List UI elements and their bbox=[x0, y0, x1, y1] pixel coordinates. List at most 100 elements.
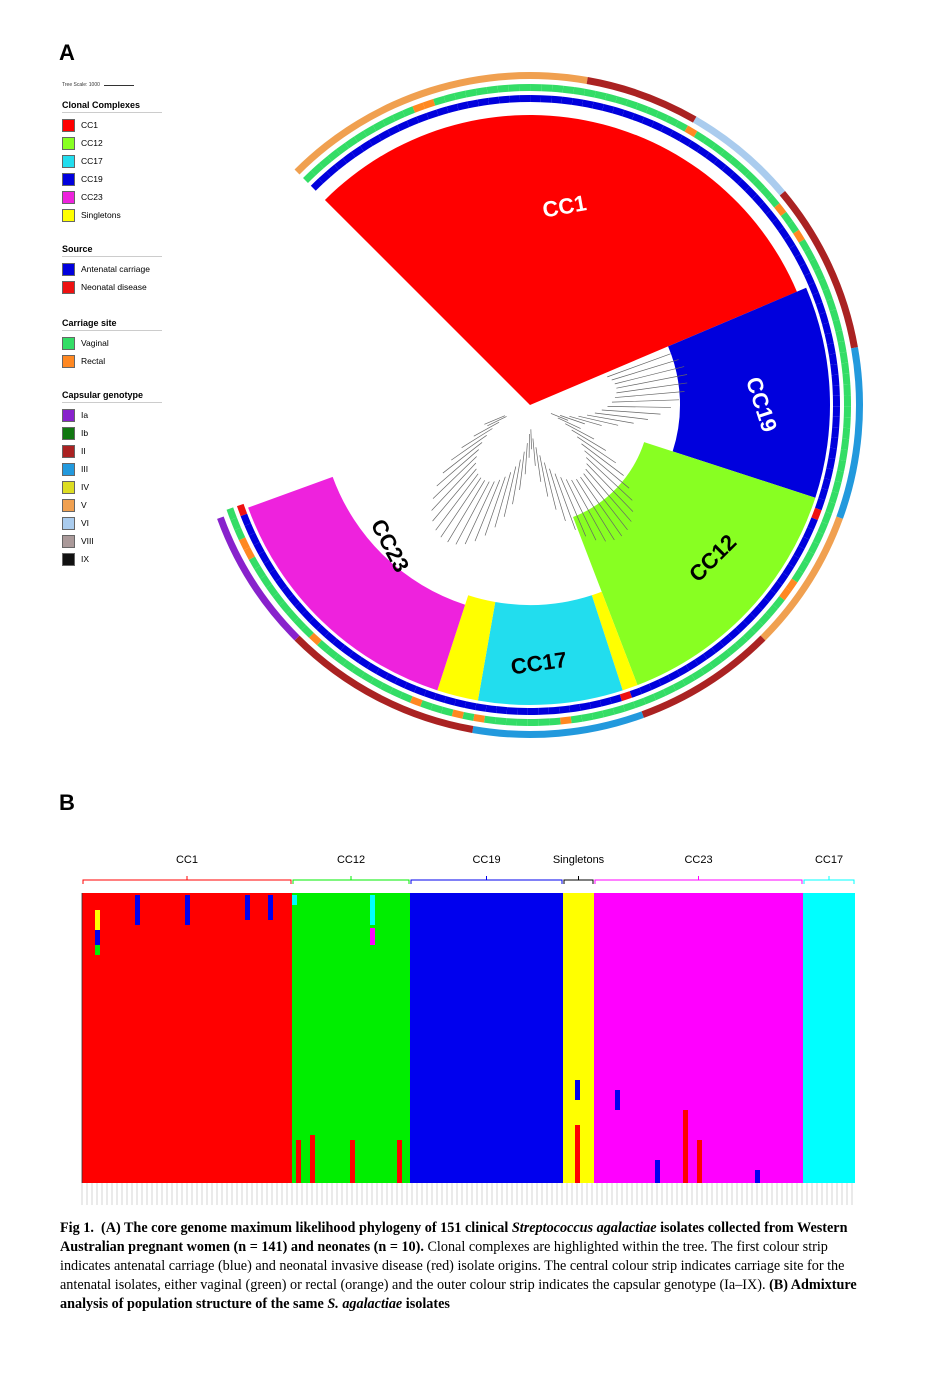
carriage-strip-cell bbox=[327, 149, 341, 162]
legend-swatch bbox=[62, 190, 75, 204]
source-strip-cell bbox=[538, 707, 550, 715]
group-label: CC19 bbox=[472, 854, 500, 866]
legend-swatch bbox=[62, 354, 75, 368]
legend-item: Ia bbox=[62, 406, 162, 424]
carriage-strip-cell bbox=[441, 706, 454, 717]
carriage-strip-cell bbox=[804, 248, 816, 262]
group-brace bbox=[82, 876, 292, 884]
source-strip-cell bbox=[832, 406, 840, 417]
source-strip-cell bbox=[639, 683, 652, 695]
carriage-strip-cell bbox=[392, 110, 406, 122]
source-strip-cell bbox=[414, 686, 427, 697]
carriage-strip-cell bbox=[230, 517, 241, 531]
source-strip-cell bbox=[433, 693, 447, 703]
source-strip-cell bbox=[602, 103, 615, 114]
source-strip-cell bbox=[340, 644, 354, 657]
admixture-column bbox=[655, 1160, 660, 1183]
source-strip-cell bbox=[832, 416, 840, 428]
carriage-strip-cell bbox=[718, 649, 732, 662]
caption-body: Clonal complexes are highlighted within … bbox=[60, 1239, 845, 1293]
carriage-strip-cell bbox=[841, 362, 850, 375]
carriage-strip-cell bbox=[839, 449, 848, 461]
carriage-strip-cell bbox=[765, 604, 778, 618]
carriage-strip-cell bbox=[825, 501, 836, 514]
source-strip-cell bbox=[703, 647, 716, 660]
legend-item: Vaginal bbox=[62, 334, 162, 352]
admixture-block bbox=[410, 893, 563, 1183]
carriage-strip-cell bbox=[693, 131, 707, 143]
source-strip-cell bbox=[308, 617, 322, 630]
source-strip-cell bbox=[758, 201, 772, 215]
carriage-strip-cell bbox=[519, 84, 531, 92]
source-strip-cell bbox=[793, 545, 805, 559]
source-strip-cell bbox=[670, 130, 683, 142]
carriage-strip-cell bbox=[422, 98, 436, 110]
group-label: CC23 bbox=[684, 854, 712, 866]
carriage-strip-cell bbox=[433, 95, 446, 106]
source-strip-cell bbox=[369, 134, 382, 147]
source-strip-cell bbox=[592, 101, 604, 111]
source-strip-cell bbox=[826, 343, 836, 355]
carriage-strip-cell bbox=[663, 684, 676, 696]
source-strip-cell bbox=[831, 426, 840, 439]
carriage-strip-cell bbox=[832, 319, 843, 332]
carriage-strip-cell bbox=[791, 569, 804, 583]
group-brace bbox=[410, 876, 563, 884]
source-strip-cell bbox=[685, 659, 699, 671]
carriage-strip-cell bbox=[325, 646, 339, 660]
legend-swatch bbox=[62, 262, 75, 276]
admixture-column bbox=[755, 1170, 760, 1183]
source-strip-cell bbox=[360, 140, 373, 152]
source-strip-cell bbox=[416, 112, 429, 124]
group-label: CC12 bbox=[337, 854, 365, 866]
source-strip-cell bbox=[705, 152, 718, 165]
legend-swatch bbox=[62, 336, 75, 350]
source-strip-cell bbox=[648, 679, 662, 691]
carriage-strip-cell bbox=[286, 609, 299, 623]
source-strip-cell bbox=[676, 664, 690, 677]
carriage-strip-cell bbox=[826, 298, 837, 312]
carriage-strip-cell bbox=[675, 120, 688, 132]
carriage-strip-cell bbox=[711, 143, 725, 156]
clade-wedge bbox=[248, 476, 466, 691]
carriage-strip-cell bbox=[835, 330, 845, 343]
carriage-strip-cell bbox=[551, 84, 564, 93]
source-strip-cell bbox=[275, 577, 287, 591]
source-strip-cell bbox=[619, 691, 632, 702]
carriage-strip-cell bbox=[760, 186, 773, 200]
carriage-strip-cell bbox=[248, 556, 261, 570]
source-strip-cell bbox=[326, 164, 339, 177]
admixture-column bbox=[575, 1125, 580, 1183]
carriage-strip-cell bbox=[372, 119, 386, 132]
source-strip-cell bbox=[287, 594, 300, 607]
carriage-strip-cell bbox=[818, 278, 830, 291]
carriage-strip-cell bbox=[809, 258, 821, 272]
source-strip-cell bbox=[737, 179, 750, 192]
carriage-strip-cell bbox=[570, 714, 583, 724]
clade-wedge bbox=[477, 595, 623, 705]
carriage-strip-cell bbox=[735, 635, 748, 649]
carriage-strip-cell bbox=[272, 592, 285, 606]
source-strip-cell bbox=[475, 703, 487, 712]
carriage-strip-cell bbox=[655, 110, 669, 122]
admixture-column bbox=[296, 1140, 301, 1183]
carriage-strip-cell bbox=[691, 668, 705, 681]
carriage-strip-cell bbox=[817, 521, 829, 535]
source-strip-cell bbox=[632, 113, 645, 124]
source-strip-cell bbox=[426, 109, 439, 120]
caption-part4: isolates bbox=[402, 1296, 450, 1312]
source-strip-cell bbox=[822, 322, 832, 335]
group-brace bbox=[292, 876, 410, 884]
carriage-strip-cell bbox=[559, 716, 572, 725]
carriage-strip-cell bbox=[808, 541, 820, 555]
legend-swatch bbox=[62, 172, 75, 186]
group-label: CC17 bbox=[815, 854, 843, 866]
carriage-strip-cell bbox=[465, 88, 477, 98]
carriage-strip-cell bbox=[842, 427, 851, 440]
source-strip-cell bbox=[765, 210, 778, 223]
group-brace bbox=[803, 876, 855, 884]
carriage-strip-cell bbox=[625, 99, 639, 110]
source-strip-cell bbox=[334, 157, 347, 170]
admixture-block bbox=[803, 893, 855, 1183]
carriage-strip-cell bbox=[573, 87, 586, 96]
